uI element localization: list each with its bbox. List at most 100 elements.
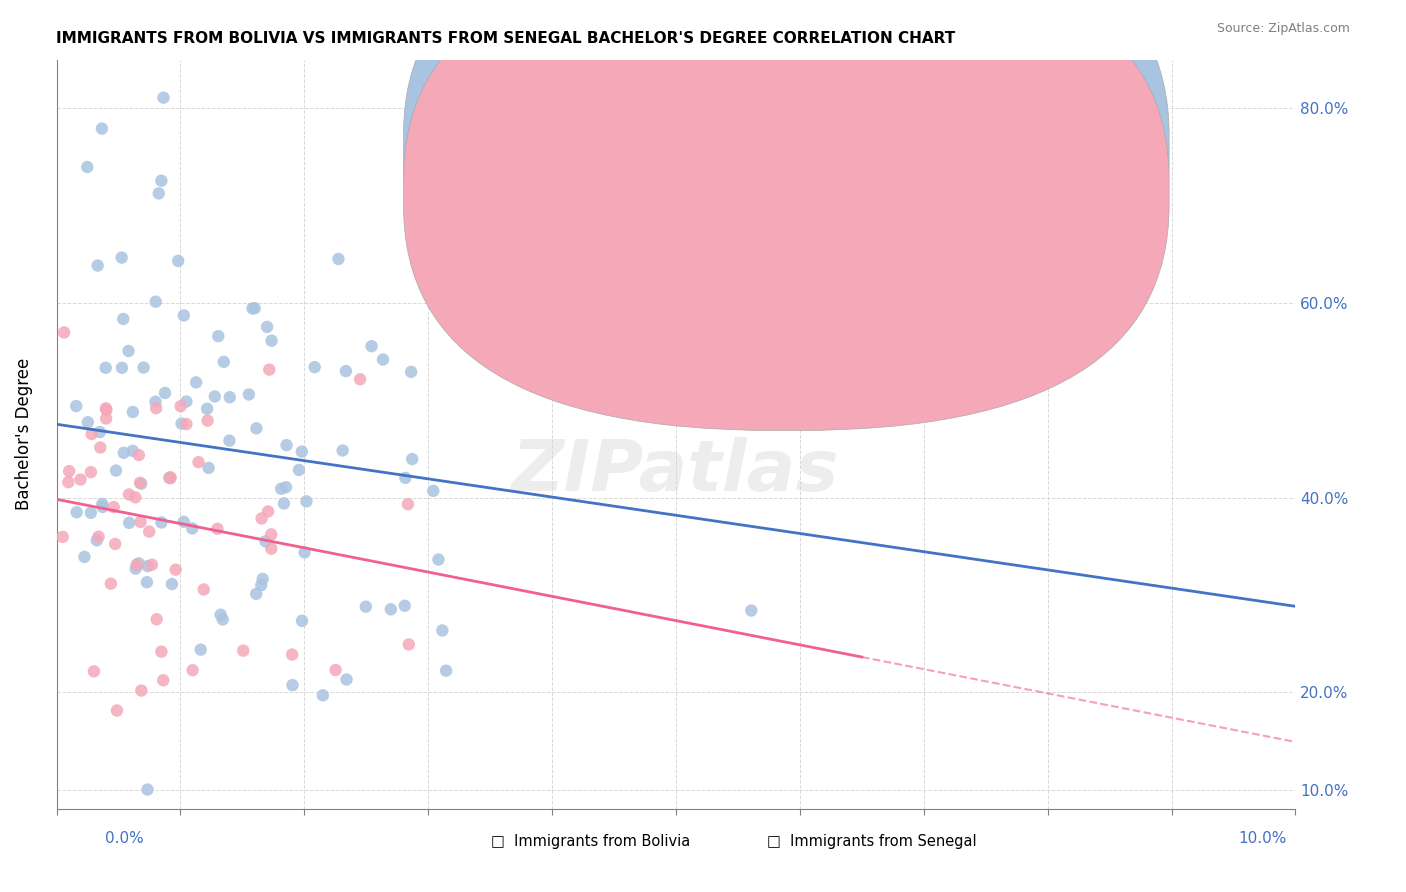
Point — [288, 463, 311, 477]
Point — [159, 471, 181, 485]
Point — [260, 334, 283, 348]
Point — [153, 386, 176, 401]
Point — [80, 506, 103, 520]
Point — [124, 561, 146, 575]
Point — [394, 599, 416, 613]
Text: 10.0%: 10.0% — [1239, 831, 1286, 846]
Point — [304, 360, 326, 375]
Text: R =: R = — [800, 135, 832, 150]
Point — [111, 360, 134, 375]
Point — [90, 121, 112, 136]
Point — [76, 160, 98, 174]
Point — [335, 673, 357, 687]
Point — [52, 530, 75, 544]
Point — [242, 301, 264, 316]
Point — [259, 362, 281, 376]
Point — [125, 558, 148, 572]
Point — [150, 174, 173, 188]
Point — [86, 259, 108, 273]
Point — [136, 782, 159, 797]
Point — [58, 475, 80, 490]
Point — [145, 294, 167, 309]
Point — [132, 360, 155, 375]
Point — [204, 389, 226, 403]
Point — [312, 688, 335, 702]
Point — [207, 522, 229, 536]
Point — [354, 599, 377, 614]
Point — [170, 417, 193, 431]
Point — [138, 524, 160, 539]
Point — [129, 475, 152, 490]
FancyBboxPatch shape — [751, 104, 1147, 232]
Text: IMMIGRANTS FROM BOLIVIA VS IMMIGRANTS FROM SENEGAL BACHELOR'S DEGREE CORRELATION: IMMIGRANTS FROM BOLIVIA VS IMMIGRANTS FR… — [56, 31, 956, 46]
Text: 51: 51 — [1042, 179, 1063, 194]
Point — [273, 496, 295, 510]
Point — [197, 461, 219, 475]
Point — [111, 251, 134, 265]
Point — [328, 252, 350, 266]
Point — [396, 497, 419, 511]
Point — [195, 401, 218, 416]
Point — [96, 411, 118, 425]
Point — [254, 534, 277, 549]
Point — [274, 480, 297, 494]
Point — [173, 515, 195, 529]
Point — [209, 607, 232, 622]
Point — [141, 558, 163, 572]
Point — [129, 476, 152, 491]
Point — [740, 603, 762, 617]
Y-axis label: Bachelor's Degree: Bachelor's Degree — [15, 359, 32, 510]
Point — [89, 425, 111, 439]
Point — [157, 471, 180, 485]
Point — [252, 572, 274, 586]
Point — [80, 465, 103, 479]
Point — [100, 576, 122, 591]
Point — [207, 329, 229, 343]
Point — [159, 470, 181, 484]
Point — [176, 394, 198, 409]
Point — [193, 582, 215, 597]
Point — [118, 516, 141, 530]
Point — [245, 421, 267, 435]
Point — [87, 530, 110, 544]
Point — [150, 644, 173, 658]
Point — [218, 390, 240, 404]
Point — [105, 703, 128, 717]
Point — [184, 376, 207, 390]
Text: ZIPatlas: ZIPatlas — [512, 437, 839, 507]
Point — [80, 427, 103, 442]
Point — [243, 301, 266, 316]
Point — [401, 452, 423, 467]
Point — [145, 401, 167, 416]
Text: 0.0%: 0.0% — [105, 831, 145, 846]
Point — [815, 330, 838, 344]
Point — [117, 343, 139, 358]
Point — [83, 665, 105, 679]
Text: 96: 96 — [1042, 135, 1063, 150]
Point — [121, 443, 143, 458]
Point — [73, 549, 96, 564]
Point — [394, 471, 416, 485]
Point — [121, 405, 143, 419]
Point — [167, 253, 190, 268]
Point — [91, 497, 114, 511]
Point — [136, 559, 159, 574]
Point — [260, 527, 283, 541]
Point — [176, 417, 198, 431]
Point — [103, 500, 125, 514]
Point — [65, 505, 87, 519]
Point — [76, 415, 98, 429]
Point — [65, 399, 87, 413]
Text: -0.121: -0.121 — [868, 179, 922, 194]
Point — [129, 515, 152, 529]
Point — [349, 372, 371, 386]
Text: N =: N = — [967, 135, 1011, 150]
Point — [104, 537, 127, 551]
Point — [291, 614, 314, 628]
Text: □  Immigrants from Bolivia: □ Immigrants from Bolivia — [491, 834, 690, 849]
Point — [422, 483, 444, 498]
Point — [281, 648, 304, 662]
Point — [211, 612, 233, 626]
Point — [371, 352, 394, 367]
Point — [148, 186, 170, 201]
